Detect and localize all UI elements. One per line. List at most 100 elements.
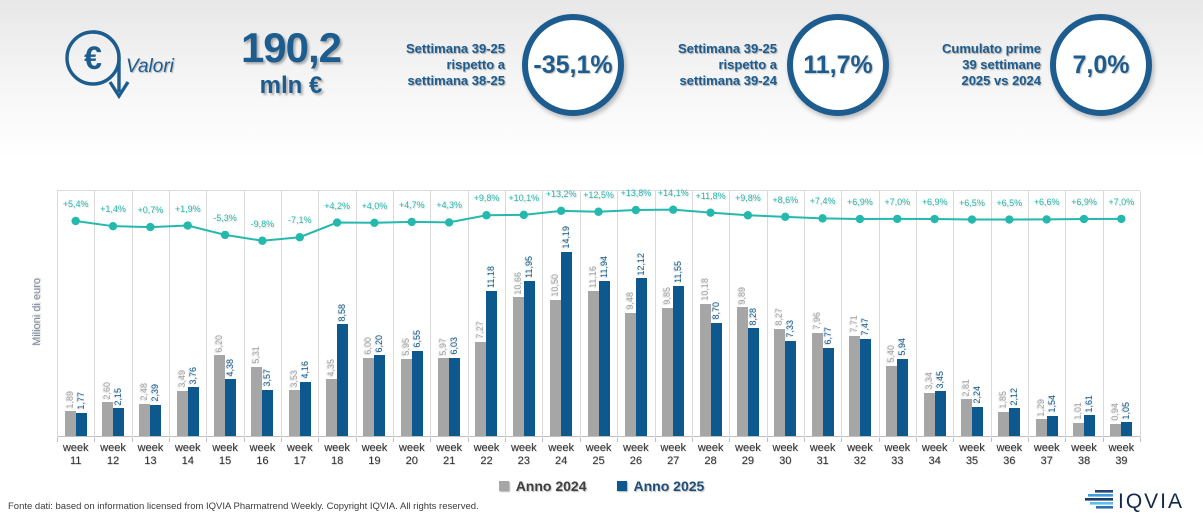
week-label-30: week 30 xyxy=(772,442,799,467)
bar-anno-2024-week-18 xyxy=(326,379,338,436)
gridline xyxy=(766,191,768,438)
trend-point-label: +6,9% xyxy=(1071,197,1097,208)
axis-tick xyxy=(729,438,731,442)
axis-tick xyxy=(318,438,320,442)
trend-point-label: +10,1% xyxy=(508,192,540,203)
axis-tick xyxy=(393,438,395,442)
axis-tick xyxy=(1065,438,1067,442)
bar-anno-2024-week-28 xyxy=(699,303,711,436)
bar-anno-2025-week-34 xyxy=(934,391,946,436)
trend-line xyxy=(71,205,1126,245)
trend-point-label: +7,0% xyxy=(1108,196,1135,207)
week-label-32: week 32 xyxy=(847,442,873,467)
week-label-12: week 12 xyxy=(100,442,126,467)
week-label-36: week 36 xyxy=(996,442,1023,467)
kpi-week-vs-prev-week-badge: -35,1% xyxy=(522,14,624,116)
gridline xyxy=(542,191,544,438)
bar-anno-2025-week-19 xyxy=(374,355,386,436)
gridline xyxy=(1065,191,1067,438)
weekly-total-value: 190,2 xyxy=(240,24,342,71)
trend-point-label: +8,6% xyxy=(772,194,799,205)
week-label-23: week 23 xyxy=(510,442,537,467)
svg-text:€: € xyxy=(84,40,102,76)
trend-point xyxy=(519,210,529,220)
valori-caption: Valori xyxy=(126,56,174,77)
trend-point xyxy=(668,205,678,214)
axis-tick xyxy=(953,438,955,442)
kpi-week-vs-prev-week-value: -35,1% xyxy=(533,50,613,79)
trend-point xyxy=(220,230,230,240)
trend-point-label: +9,8% xyxy=(734,193,761,204)
gridline xyxy=(1140,191,1141,438)
trend-point-label: +5,4% xyxy=(62,198,89,209)
trend-point-label: +7,4% xyxy=(809,196,836,207)
axis-tick xyxy=(990,438,992,442)
trend-point-label: +4,7% xyxy=(398,199,425,210)
bar-anno-2025-week-12 xyxy=(113,408,125,436)
gridline xyxy=(878,191,880,438)
trend-point xyxy=(258,236,267,245)
trend-point-label: +13,8% xyxy=(620,188,652,199)
bar-anno-2024-week-31 xyxy=(811,332,823,436)
gridline xyxy=(505,191,507,438)
legend-label-2024: Anno 2024 xyxy=(515,478,587,494)
bar-anno-2025-week-37 xyxy=(1046,415,1058,436)
gridline xyxy=(953,191,955,438)
axis-tick xyxy=(131,438,133,442)
trend-point xyxy=(967,215,977,224)
axis-tick xyxy=(915,438,917,442)
bar-anno-2025-week-14 xyxy=(187,387,199,436)
gridline xyxy=(467,191,469,438)
bar-anno-2024-week-19 xyxy=(363,358,375,436)
trend-point xyxy=(706,208,715,217)
trend-point xyxy=(332,218,342,227)
week-label-13: week 13 xyxy=(137,442,164,467)
gridline xyxy=(318,191,320,438)
trend-point xyxy=(930,214,939,224)
week-label-38: week 38 xyxy=(1071,442,1097,467)
trend-point-label: +1,9% xyxy=(174,203,201,214)
trend-point-label: +9,8% xyxy=(473,193,500,204)
bar-anno-2025-week-11 xyxy=(75,413,87,436)
week-label-17: week 17 xyxy=(286,442,313,467)
kpi-week-vs-prev-year-value: 11,7% xyxy=(803,50,873,79)
gridline xyxy=(654,191,656,438)
trend-point-label: -5,3% xyxy=(213,212,237,223)
gridline xyxy=(841,191,843,438)
trend-point-label: +4,0% xyxy=(361,200,388,211)
trend-point-label: +7,0% xyxy=(884,196,911,207)
axis-tick xyxy=(579,438,581,442)
bar-anno-2024-week-16 xyxy=(251,366,263,436)
trend-point-label: +1,4% xyxy=(100,204,126,215)
gridline xyxy=(243,191,245,438)
bar-anno-2024-week-23 xyxy=(512,297,524,436)
euro-value-icon: € xyxy=(56,20,146,119)
iqvia-logo: IQVIA xyxy=(1085,486,1189,517)
bar-anno-2025-week-27 xyxy=(673,285,685,436)
trend-point-label: +6,9% xyxy=(921,197,948,208)
bar-anno-2025-week-31 xyxy=(822,348,834,436)
bar-anno-2024-week-30 xyxy=(774,328,786,436)
week-label-24: week 24 xyxy=(548,442,574,467)
trend-point xyxy=(818,214,827,223)
gridline xyxy=(803,191,805,438)
axis-tick xyxy=(841,438,843,442)
bar-anno-2025-week-26 xyxy=(635,278,647,436)
axis-tick xyxy=(243,438,245,442)
week-label-22: week 22 xyxy=(473,442,500,467)
trend-point xyxy=(556,206,566,216)
week-label-27: week 27 xyxy=(660,442,687,467)
axis-tick xyxy=(94,438,96,442)
kpi-week-vs-prev-week-label: Settimana 39-25 rispetto a settimana 38-… xyxy=(406,41,505,88)
axis-tick xyxy=(169,438,171,442)
bar-anno-2025-week-38 xyxy=(1083,415,1095,436)
trend-point xyxy=(1079,214,1089,224)
y-axis-title: Milioni di euro xyxy=(31,278,43,346)
trend-point xyxy=(482,211,491,220)
kpi-cumulative-label: Cumulato prime 39 settimane 2025 vs 2024 xyxy=(942,41,1041,88)
gridline xyxy=(355,191,357,438)
bar-anno-2024-week-14 xyxy=(176,390,188,436)
bar-anno-2025-week-22 xyxy=(486,290,498,436)
trend-point xyxy=(1042,215,1051,224)
bar-anno-2024-week-13 xyxy=(139,403,151,436)
